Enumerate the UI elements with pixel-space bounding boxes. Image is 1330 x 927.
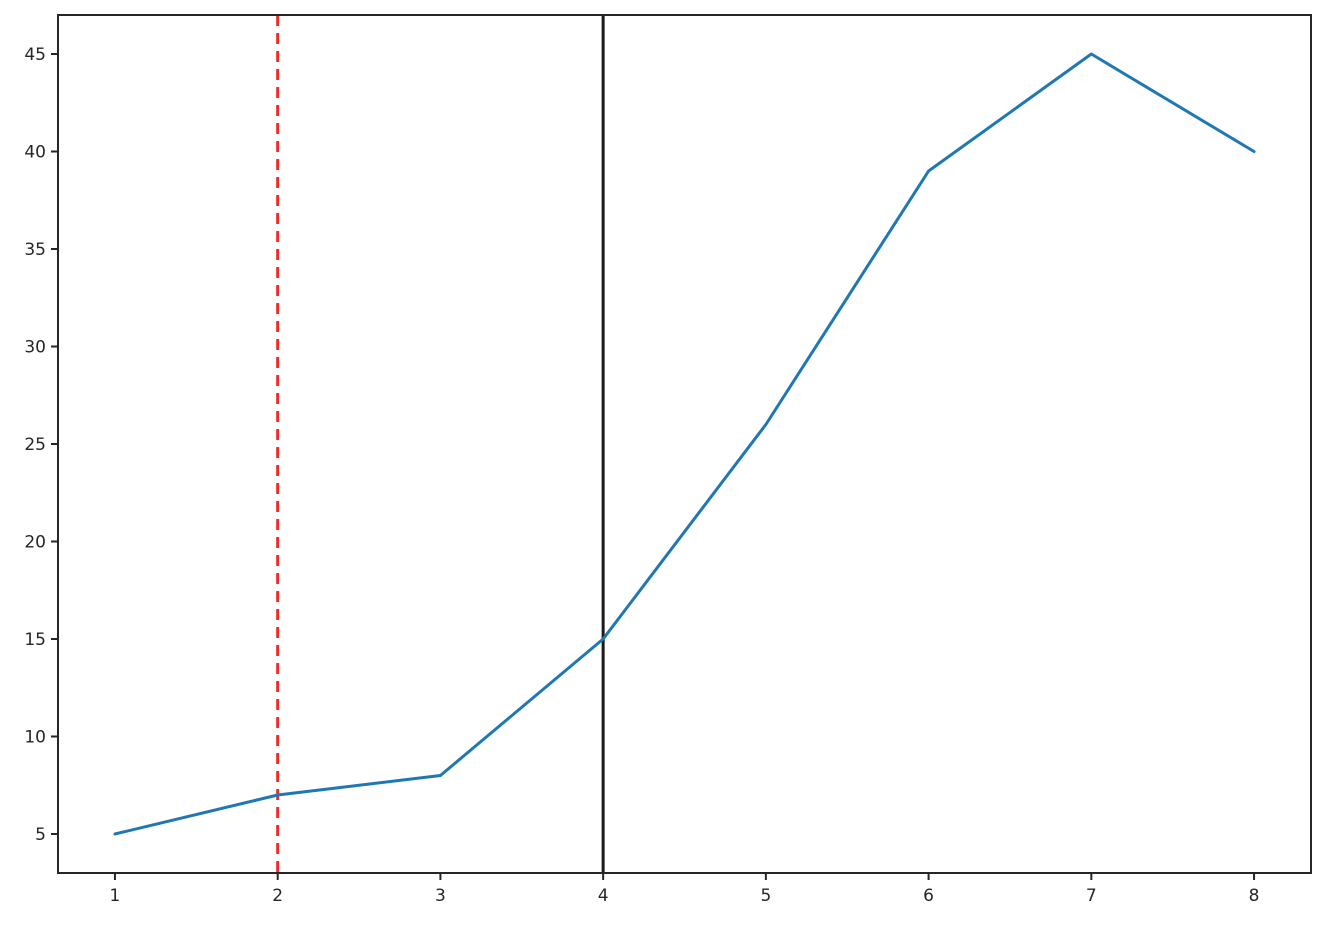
x-axis-tick-label: 3 (435, 886, 446, 906)
x-axis-tick-label: 1 (110, 886, 121, 906)
x-axis-tick-label: 6 (923, 886, 934, 906)
x-axis-tick-label: 5 (760, 886, 771, 906)
y-axis-tick-label: 30 (24, 338, 46, 358)
y-axis-tick-label: 45 (24, 45, 46, 65)
y-axis-tick-label: 25 (24, 435, 46, 455)
x-axis-tick-label: 8 (1249, 886, 1260, 906)
data-line (113, 52, 1256, 836)
y-axis-tick-label: 5 (35, 825, 46, 845)
y-axis-tick-label: 20 (24, 533, 46, 553)
x-axis-tick-label: 2 (272, 886, 283, 906)
y-axis-tick-label: 10 (24, 728, 46, 748)
y-axis-tick-label: 40 (24, 143, 46, 163)
y-axis-tick-label: 15 (24, 630, 46, 650)
x-axis-tick-label: 7 (1086, 886, 1097, 906)
axes-spines (57, 14, 1312, 874)
x-axis-tick-label: 4 (598, 886, 609, 906)
y-axis-tick-label: 35 (24, 240, 46, 260)
